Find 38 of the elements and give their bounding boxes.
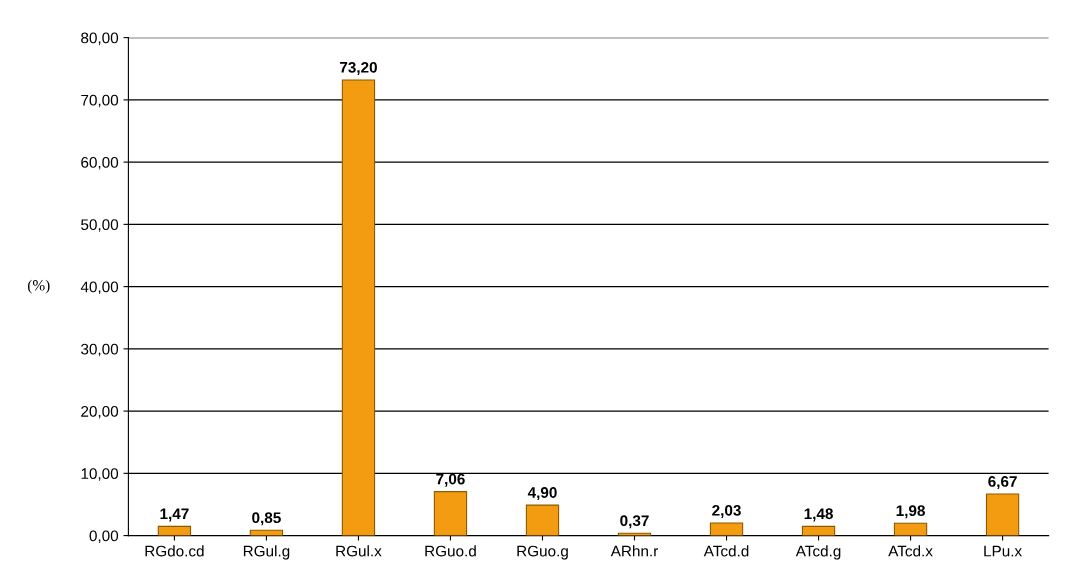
data-label: 1,48	[804, 508, 833, 522]
bar	[709, 522, 744, 536]
bar	[801, 525, 836, 536]
y-tick-label: 10,00	[81, 468, 119, 481]
y-tick-label: 30,00	[81, 343, 119, 357]
data-label: 1,98	[896, 505, 925, 519]
data-label: 0,85	[252, 512, 281, 526]
data-label: 7,06	[436, 473, 465, 487]
bar	[433, 491, 468, 536]
bar	[341, 79, 376, 536]
y-axis-title: (%)	[28, 279, 50, 294]
bar	[157, 525, 192, 536]
y-tick-label: 50,00	[81, 219, 119, 232]
y-tick-label: 60,00	[81, 156, 119, 170]
data-label: 2,03	[712, 504, 741, 518]
x-tick-label: ATcd.d	[703, 545, 749, 557]
x-tick-label: LPu.x	[984, 545, 1022, 557]
bar	[525, 504, 560, 536]
y-tick-label: 40,00	[80, 281, 119, 295]
y-tick-label: 0,00	[89, 530, 119, 544]
data-label: 6,67	[988, 476, 1017, 490]
x-tick-label: RGuo.d	[425, 545, 476, 557]
data-label: 4,90	[527, 487, 557, 501]
x-tick-label: RGuo.g	[517, 545, 568, 560]
x-tick-label: ARhn.r	[610, 545, 659, 557]
data-label: 0,37	[620, 515, 649, 529]
bar	[893, 522, 928, 536]
bar	[985, 493, 1020, 536]
x-tick-label: RGul.x	[336, 545, 382, 557]
x-tick-label: RGul.g	[243, 545, 290, 560]
x-tick-label: RGdo.cd	[145, 545, 204, 557]
data-label: 73,20	[339, 61, 377, 75]
y-tick-label: 80,00	[81, 32, 119, 46]
data-label: 1,47	[160, 508, 189, 522]
y-tick-label: 20,00	[81, 405, 119, 419]
x-tick-label: ATcd.g	[795, 545, 841, 560]
y-tick-label: 70,00	[81, 94, 119, 108]
x-tick-label: ATcd.x	[888, 545, 933, 557]
